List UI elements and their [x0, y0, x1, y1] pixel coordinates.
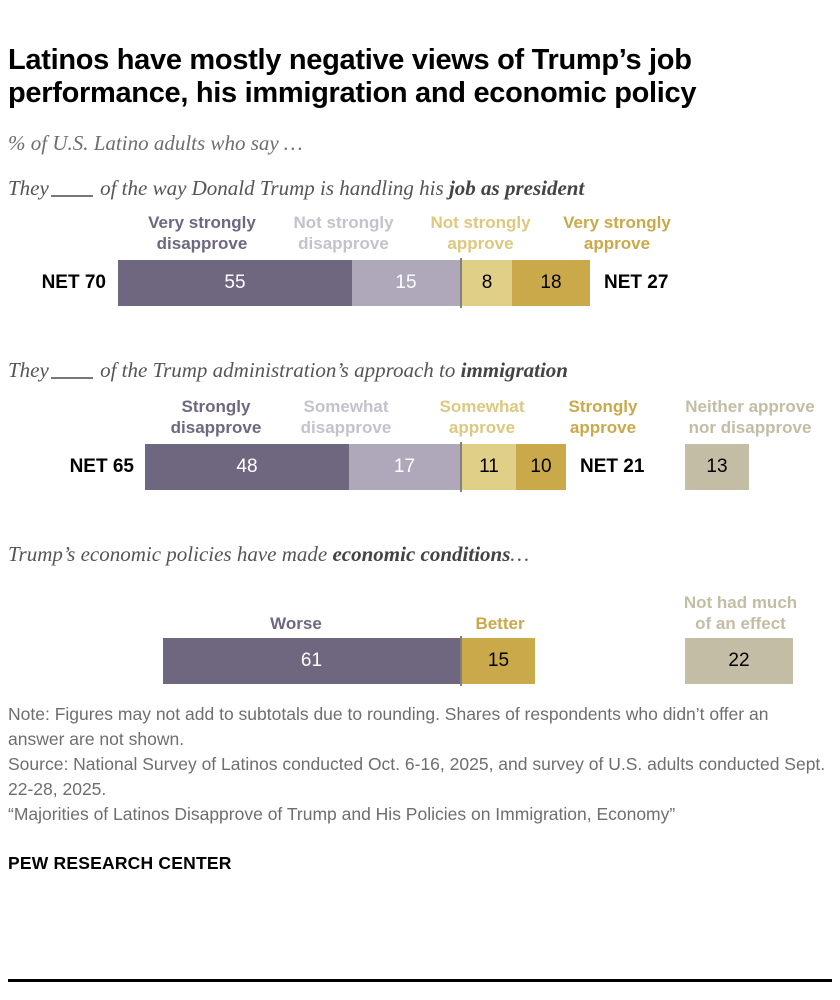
zero-axis-line-immigration [460, 442, 462, 492]
net-approve-immigration: NET 21 [580, 456, 645, 477]
section-heading-job-as-president: They of the way Donald Trump is handling… [8, 176, 832, 200]
heading-pre-text: They [8, 176, 49, 200]
header-neither-approve-nor-disapprove: Neither approve nor disapprove [660, 396, 840, 438]
header-line2: of an effect [695, 614, 786, 633]
footer-note: Note: Figures may not add to subtotals d… [8, 704, 769, 749]
bar-segment-strongly-approve: 10 [516, 444, 566, 490]
bar-segment-not-had-much-of-an-effect: 22 [685, 638, 793, 684]
header-line2: approve [569, 418, 637, 437]
header-line1: Very strongly [148, 213, 256, 232]
header-very-strongly-disapprove: Very strongly disapprove [118, 212, 286, 254]
footer-notes: Note: Figures may not add to subtotals d… [8, 702, 828, 827]
page-title: Latinos have mostly negative views of Tr… [8, 44, 697, 109]
net-disapprove-job: NET 70 [41, 272, 106, 293]
header-line1: Strongly [181, 397, 251, 416]
header-line2: disapprove [298, 234, 389, 253]
net-approve-job: NET 27 [604, 272, 669, 293]
header-better: Better [440, 613, 560, 634]
pew-research-center-label: PEW RESEARCH CENTER [8, 853, 232, 873]
header-line1: Somewhat [439, 397, 525, 416]
header-line2: disapprove [170, 418, 262, 437]
header-line1: Worse [270, 614, 322, 633]
bar-row-economic: 61 15 22 [8, 636, 832, 686]
header-line2: approve [447, 234, 514, 253]
chart-panel-immigration: They of the Trump administration’s appro… [8, 358, 832, 492]
bottom-rule [8, 979, 832, 982]
bar-segment-very-strongly-disapprove: 55 [118, 260, 352, 306]
header-very-strongly-approve: Very strongly approve [541, 212, 693, 254]
bar-segment-somewhat-disapprove: 17 [349, 444, 460, 490]
blank-underline [50, 377, 93, 379]
column-headers-economic: Worse Better Not had much of an effect [8, 592, 832, 638]
chart-subtitle: % of U.S. Latino adults who say … [8, 131, 303, 155]
zero-axis-line-job [460, 258, 462, 308]
header-line2: approve [448, 418, 516, 437]
header-line2: disapprove [156, 234, 248, 253]
bar-segment-not-strongly-approve: 8 [462, 260, 512, 306]
column-headers-immigration: Strongly disapprove Somewhat disapprove … [8, 396, 832, 444]
section-heading-economic-conditions: Trump’s economic policies have made econ… [8, 542, 832, 566]
header-somewhat-disapprove: Somewhat disapprove [282, 396, 410, 438]
heading-mid-text: of the Trump administration’s approach t… [100, 358, 456, 382]
header-line1: Neither approve [685, 397, 815, 416]
bar-segment-better: 15 [462, 638, 535, 684]
footer-source: Source: National Survey of Latinos condu… [8, 754, 826, 799]
header-line1: Not strongly [430, 213, 531, 232]
bar-row-immigration: NET 65 48 17 11 10 NET 21 13 [8, 442, 832, 492]
bar-segment-very-strongly-approve: 18 [512, 260, 590, 306]
header-line1: Better [475, 614, 525, 633]
header-strongly-approve: Strongly approve [551, 396, 655, 438]
header-line1: Strongly [568, 397, 638, 416]
net-disapprove-immigration: NET 65 [69, 456, 134, 477]
header-line1: Somewhat [303, 397, 389, 416]
header-line1: Not strongly [293, 213, 394, 232]
bar-segment-worse: 61 [163, 638, 460, 684]
bar-segment-neither-approve-nor-disapprove: 13 [685, 444, 749, 490]
heading-bold-text: economic conditions [332, 542, 511, 566]
header-worse: Worse [236, 613, 356, 634]
bar-segment-somewhat-approve: 11 [462, 444, 516, 490]
header-strongly-disapprove: Strongly disapprove [156, 396, 276, 438]
section-heading-immigration: They of the Trump administration’s appro… [8, 358, 832, 382]
header-line1: Very strongly [563, 213, 671, 232]
bar-segment-not-strongly-disapprove: 15 [352, 260, 460, 306]
header-line2: nor disapprove [688, 418, 812, 437]
heading-mid-text: of the way Donald Trump is handling his [100, 176, 444, 200]
heading-pre-text: Trump’s economic policies have made [8, 542, 328, 566]
header-not-strongly-approve: Not strongly approve [408, 212, 553, 254]
bar-row-job: NET 70 55 15 8 18 NET 27 [8, 258, 832, 308]
blank-underline [50, 195, 93, 197]
header-line1: Not had much [683, 593, 798, 612]
heading-pre-text: They [8, 358, 49, 382]
zero-axis-line-economic [460, 636, 462, 686]
footer-report-title: “Majorities of Latinos Disapprove of Tru… [8, 804, 676, 824]
header-not-strongly-disapprove: Not strongly disapprove [271, 212, 416, 254]
header-line2: approve [583, 234, 651, 253]
heading-post-text: … [510, 542, 530, 566]
header-somewhat-approve: Somewhat approve [418, 396, 546, 438]
header-line2: disapprove [300, 418, 392, 437]
chart-panel-economic-conditions: Trump’s economic policies have made econ… [8, 542, 832, 686]
heading-bold-text: job as president [448, 176, 585, 200]
header-not-had-much-of-an-effect: Not had much of an effect [648, 592, 833, 634]
chart-panel-job-as-president: They of the way Donald Trump is handling… [8, 176, 832, 308]
heading-bold-text: immigration [460, 358, 568, 382]
column-headers-job: Very strongly disapprove Not strongly di… [8, 212, 832, 260]
bar-segment-strongly-disapprove: 48 [145, 444, 349, 490]
